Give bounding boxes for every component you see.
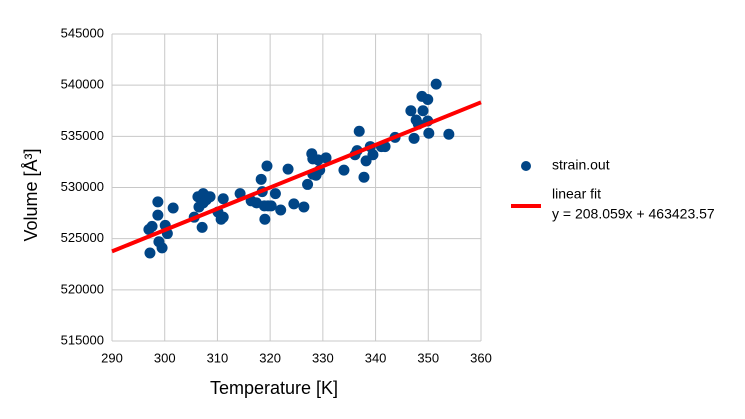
- x-tick-label: 310: [207, 350, 229, 365]
- legend-label: strain.out: [552, 157, 610, 173]
- data-point: [320, 152, 332, 164]
- data-point: [156, 242, 168, 254]
- data-point: [282, 163, 294, 175]
- data-point: [430, 78, 442, 90]
- data-point: [152, 196, 164, 208]
- data-point: [417, 105, 429, 117]
- data-point: [167, 202, 179, 214]
- y-axis-title: Volume [Å³]: [21, 148, 41, 241]
- data-point: [265, 200, 277, 212]
- fit-line: [111, 100, 482, 254]
- legend-marker: [521, 161, 531, 171]
- y-tick-label: 520000: [61, 281, 104, 296]
- y-tick-label: 540000: [61, 77, 104, 92]
- data-point: [217, 193, 229, 205]
- y-tick-label: 535000: [61, 128, 104, 143]
- data-point: [269, 188, 281, 200]
- data-point: [255, 173, 267, 185]
- data-point: [338, 164, 350, 176]
- x-tick-label: 290: [101, 350, 123, 365]
- y-tick-label: 530000: [61, 179, 104, 194]
- y-tick-label: 545000: [61, 25, 104, 40]
- data-point: [259, 213, 271, 225]
- data-point: [443, 128, 455, 140]
- data-point: [298, 201, 310, 213]
- y-tick-label: 515000: [61, 332, 104, 347]
- x-tick-label: 350: [417, 350, 439, 365]
- data-point: [288, 198, 300, 210]
- x-tick-label: 300: [154, 350, 176, 365]
- data-point: [146, 220, 158, 232]
- legend-label: linear fit: [552, 186, 601, 202]
- x-tick-label: 340: [365, 350, 387, 365]
- x-tick-label: 330: [312, 350, 334, 365]
- data-point: [408, 132, 420, 144]
- data-point: [217, 211, 229, 223]
- data-point: [353, 125, 365, 137]
- fit-equation: y = 208.059x + 463423.57: [552, 206, 715, 222]
- y-tick-label: 525000: [61, 230, 104, 245]
- data-point: [204, 191, 216, 203]
- data-point: [152, 209, 164, 221]
- data-point: [144, 247, 156, 259]
- data-point: [261, 160, 273, 172]
- data-point: [275, 204, 287, 216]
- data-point: [196, 221, 208, 233]
- data-point: [302, 178, 314, 190]
- x-tick-label: 320: [259, 350, 281, 365]
- data-point: [422, 93, 434, 105]
- data-point: [423, 127, 435, 139]
- x-axis-title: Temperature [K]: [210, 378, 338, 398]
- data-point: [405, 105, 417, 117]
- data-point: [358, 171, 370, 183]
- data-point: [367, 149, 379, 161]
- x-tick-label: 360: [470, 350, 492, 365]
